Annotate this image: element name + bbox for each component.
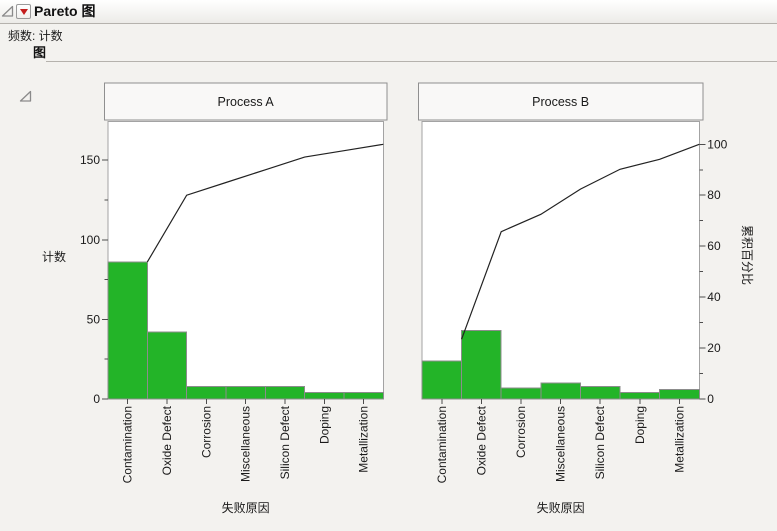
disclosure-open-icon[interactable]: [19, 90, 32, 103]
category-label: Doping: [317, 406, 331, 444]
category-label: Oxide Defect: [160, 405, 174, 475]
pct-tick-label: 20: [707, 341, 721, 355]
pareto-bar-corrosion[interactable]: [186, 385, 227, 400]
report-outline-header: Pareto 图: [0, 0, 777, 24]
red-triangle-menu-button[interactable]: [16, 4, 31, 19]
category-label: Metallization: [357, 406, 371, 473]
pct-tick-label: 0: [707, 392, 714, 406]
plot-section-title: 图: [33, 45, 47, 60]
category-label: Contamination: [121, 406, 135, 483]
category-label: Corrosion: [199, 406, 213, 458]
y-tick-label: 100: [80, 233, 100, 247]
disclosure-open-icon[interactable]: [1, 5, 14, 18]
category-label: Silicon Defect: [593, 405, 607, 479]
panel-title: Process A: [218, 95, 275, 109]
pareto-bar-oxide-defect[interactable]: [461, 330, 502, 400]
pareto-bar-doping[interactable]: [304, 392, 345, 400]
pareto-bar-contamination[interactable]: [107, 261, 148, 400]
pct-tick-label: 100: [707, 137, 727, 151]
pareto-bar-metallization[interactable]: [343, 392, 384, 400]
panel-header: [104, 82, 388, 121]
pct-tick-label: 40: [707, 290, 721, 304]
y-tick-label: 50: [87, 312, 101, 326]
frequency-label: 频数: 计数: [8, 29, 63, 43]
category-label: Corrosion: [514, 406, 528, 458]
pareto-bar-silicon-defect[interactable]: [264, 385, 306, 400]
x-axis-title: 失败原因: [222, 500, 270, 515]
pareto-bar-oxide-defect[interactable]: [146, 331, 188, 400]
category-label: Contamination: [435, 406, 449, 483]
category-label: Doping: [633, 406, 647, 444]
y-tick-label: 150: [80, 153, 100, 167]
pareto-bar-corrosion[interactable]: [500, 387, 542, 400]
cumulative-percent-line: [146, 143, 384, 263]
red-triangle-icon: [19, 8, 28, 15]
plot-section-header: 图: [0, 44, 777, 102]
category-label: Miscellaneous: [239, 406, 253, 482]
panel-title: Process B: [532, 95, 589, 109]
category-label: Silicon Defect: [278, 405, 292, 479]
section-divider: [46, 61, 777, 62]
pct-tick-label: 80: [707, 188, 721, 202]
x-axis-title: 失败原因: [537, 500, 585, 515]
category-label: Miscellaneous: [554, 406, 568, 482]
y-tick-label: 0: [93, 392, 100, 406]
count-axis-title: 计数: [42, 249, 66, 264]
pareto-bar-doping[interactable]: [619, 392, 661, 400]
category-label: Metallization: [672, 406, 686, 473]
pareto-bar-miscellaneous[interactable]: [540, 382, 581, 400]
panel-header: [418, 82, 704, 121]
pareto-bar-metallization[interactable]: [659, 388, 700, 400]
pareto-bar-miscellaneous[interactable]: [225, 385, 266, 400]
pct-tick-label: 60: [707, 239, 721, 253]
pareto-bar-contamination[interactable]: [421, 360, 463, 400]
category-label: Oxide Defect: [474, 405, 488, 475]
percent-axis-title: 累积百分比: [740, 225, 754, 285]
pareto-bar-silicon-defect[interactable]: [579, 385, 621, 400]
cumulative-percent-line: [461, 143, 700, 340]
report-title: Pareto 图: [34, 3, 96, 19]
